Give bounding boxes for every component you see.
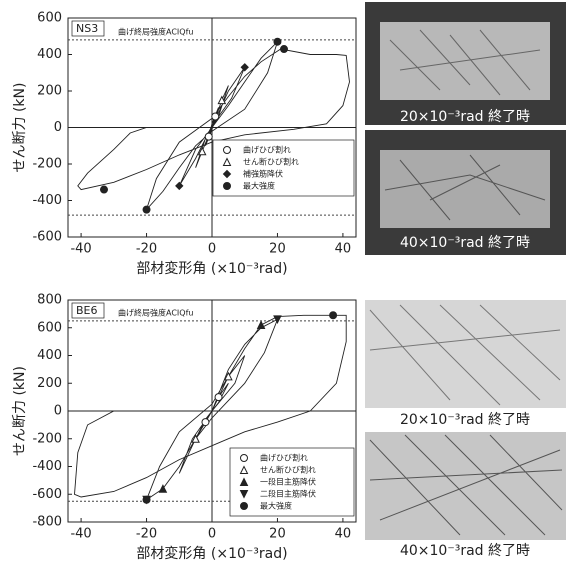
legend-label: せん断ひび割れ: [260, 465, 316, 475]
x-tick-label: 40: [335, 527, 352, 542]
legend-label: 二段目主筋降伏: [260, 489, 316, 499]
y-tick-label: -200: [32, 157, 62, 172]
x-tick-label: 0: [208, 242, 216, 257]
annotation: 曲げ終局強度ACIQfu: [118, 307, 193, 317]
y-tick-label: 0: [54, 120, 62, 135]
marker: [143, 206, 150, 213]
photo-group: [365, 2, 566, 540]
marker: [159, 485, 166, 492]
x-tick-label: -20: [136, 527, 157, 542]
marker: [274, 38, 281, 45]
x-tick-label: -40: [70, 527, 91, 542]
x-tick-label: 20: [269, 242, 286, 257]
legend-label: 補強筋降伏: [243, 169, 283, 179]
photo-caption: 40×10⁻³rad 終了時: [400, 543, 530, 559]
x-tick-label: -40: [70, 242, 91, 257]
y-tick-label: 200: [37, 376, 62, 391]
photo-specimen: [380, 150, 550, 228]
marker: [258, 321, 265, 328]
legend-label: せん断ひび割れ: [243, 157, 299, 167]
x-tick-label: -20: [136, 242, 157, 257]
marker: [215, 394, 222, 401]
y-tick-label: 800: [37, 293, 62, 308]
y-axis-label: せん断力 (kN): [12, 366, 28, 456]
x-tick-label: 0: [208, 527, 216, 542]
y-tick-label: -600: [32, 487, 62, 502]
legend-label: 最大強度: [243, 181, 275, 191]
y-tick-label: -600: [32, 230, 62, 245]
marker: [143, 496, 150, 503]
marker: [101, 186, 108, 193]
marker: [205, 133, 212, 140]
y-tick-label: 600: [37, 11, 62, 26]
y-tick-label: 600: [37, 320, 62, 335]
x-axis-label: 部材変形角 (×10⁻³rad): [136, 545, 287, 562]
y-tick-label: 200: [37, 84, 62, 99]
chart-label: BE6: [76, 304, 98, 317]
marker: [212, 113, 219, 120]
y-tick-label: -800: [32, 515, 62, 530]
y-tick-label: -400: [32, 193, 62, 208]
marker: [202, 419, 209, 426]
y-tick-label: 0: [54, 404, 62, 419]
y-tick-label: -400: [32, 459, 62, 474]
legend-label: 曲げひび割れ: [260, 453, 308, 463]
legend-label: 一段目主筋降伏: [260, 477, 316, 487]
marker: [224, 147, 231, 154]
photo-caption: 40×10⁻³rad 終了時: [400, 235, 530, 251]
photo: [365, 300, 566, 408]
photo: [365, 432, 566, 540]
y-tick-label: 400: [37, 348, 62, 363]
marker: [241, 455, 248, 462]
marker: [176, 182, 183, 189]
marker: [224, 183, 231, 190]
marker: [241, 64, 248, 71]
x-tick-label: 20: [269, 527, 286, 542]
legend-label: 最大強度: [260, 501, 292, 511]
marker: [241, 503, 248, 510]
marker: [330, 312, 337, 319]
y-axis-label: せん断力 (kN): [12, 83, 28, 173]
photo-caption: 20×10⁻³rad 終了時: [400, 109, 530, 125]
marker: [281, 46, 288, 53]
x-tick-label: 40: [335, 242, 352, 257]
annotation: 曲げ終局強度ACIQfu: [118, 26, 193, 36]
y-tick-label: -200: [32, 431, 62, 446]
chart-label: NS3: [76, 22, 98, 35]
x-axis-label: 部材変形角 (×10⁻³rad): [136, 260, 287, 277]
marker: [274, 316, 281, 323]
figure: 20×10⁻³rad 終了時 40×10⁻³rad 終了時 20×10⁻³rad…: [0, 0, 568, 562]
photo-caption: 20×10⁻³rad 終了時: [400, 412, 530, 428]
y-tick-label: 400: [37, 47, 62, 62]
legend-label: 曲げひび割れ: [243, 145, 291, 155]
